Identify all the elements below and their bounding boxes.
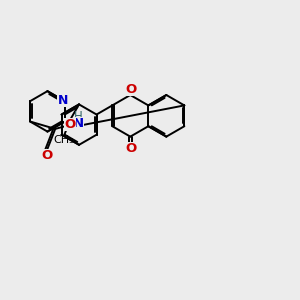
Text: N: N [57,94,68,107]
Text: O: O [64,118,76,131]
Text: N: N [73,117,84,130]
Text: O: O [41,149,52,162]
Text: CH₃: CH₃ [54,135,75,145]
Text: H: H [74,110,82,123]
Text: O: O [126,83,137,96]
Text: O: O [125,142,136,155]
